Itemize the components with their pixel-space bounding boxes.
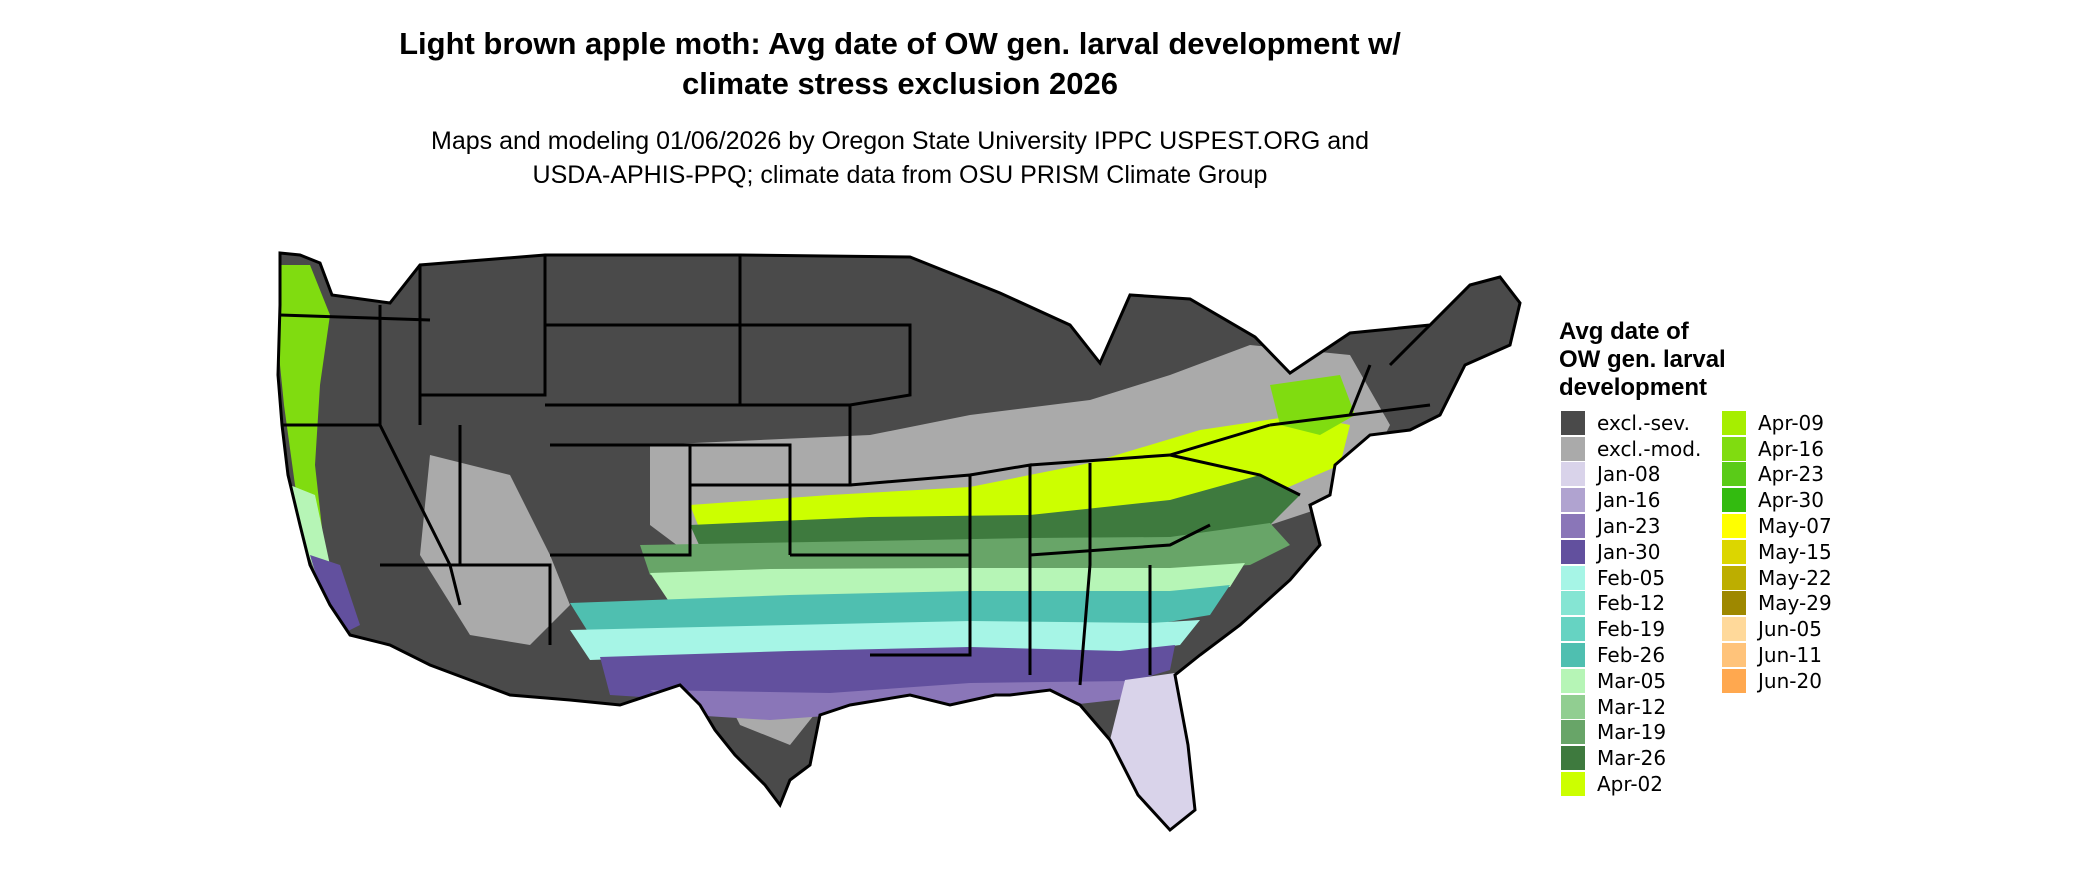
legend-label: Apr-23 <box>1758 462 1824 487</box>
legend-item: Jun-05 <box>1722 616 1832 642</box>
zone-apr-dark <box>1270 375 1355 435</box>
legend-swatch <box>1561 668 1585 693</box>
map-subtitle-line-1: Maps and modeling 01/06/2026 by Oregon S… <box>431 127 1369 155</box>
legend-label: Feb-19 <box>1597 617 1666 642</box>
legend-title-line-3: development <box>1559 374 1708 401</box>
legend-swatch <box>1561 694 1585 719</box>
legend-label: Apr-09 <box>1758 410 1824 435</box>
legend-swatch <box>1722 436 1746 461</box>
legend-title-line-2: OW gen. larval <box>1559 346 1726 373</box>
legend-swatch <box>1561 488 1585 513</box>
legend-swatch <box>1722 617 1746 642</box>
legend-item: excl.-sev. <box>1561 410 1701 436</box>
legend-item: Feb-12 <box>1561 591 1701 617</box>
legend-item: excl.-mod. <box>1561 436 1701 462</box>
legend-swatch <box>1561 565 1585 590</box>
legend-item: Apr-09 <box>1722 410 1832 436</box>
legend-swatch <box>1561 410 1585 435</box>
zone-coast-apr <box>278 265 330 555</box>
legend-swatch <box>1561 591 1585 616</box>
legend-swatch <box>1722 643 1746 668</box>
legend-label: Apr-30 <box>1758 488 1824 513</box>
legend-item: Apr-02 <box>1561 771 1701 797</box>
legend-label: Jan-08 <box>1597 462 1661 487</box>
zone-mar-19 <box>640 523 1290 575</box>
legend-swatch <box>1561 539 1585 564</box>
legend-swatch <box>1722 488 1746 513</box>
legend-item: Mar-26 <box>1561 745 1701 771</box>
zone-coast-jan <box>310 555 360 635</box>
legend-label: excl.-sev. <box>1597 410 1690 435</box>
legend-swatch <box>1722 565 1746 590</box>
legend-label: Jun-05 <box>1758 617 1822 642</box>
legend-label: excl.-mod. <box>1597 436 1702 461</box>
legend-label: Jan-30 <box>1597 539 1661 564</box>
legend-swatch <box>1561 772 1585 797</box>
legend-swatch <box>1722 539 1746 564</box>
legend-label: Feb-05 <box>1597 565 1666 590</box>
legend-swatch <box>1561 720 1585 745</box>
legend-item: May-29 <box>1722 591 1832 617</box>
legend-item: Apr-16 <box>1722 436 1832 462</box>
map-title: Light brown apple moth: Avg date of OW g… <box>250 24 1550 104</box>
zone-jan-08 <box>1110 673 1195 830</box>
legend-label: Jun-11 <box>1758 643 1822 668</box>
legend-item: Mar-19 <box>1561 720 1701 746</box>
legend-swatch <box>1561 514 1585 539</box>
legend-label: May-15 <box>1758 539 1832 564</box>
legend-label: Feb-26 <box>1597 643 1666 668</box>
legend-item: May-07 <box>1722 513 1832 539</box>
legend-item: Apr-23 <box>1722 462 1832 488</box>
legend-label: Mar-19 <box>1597 720 1667 745</box>
legend-swatch <box>1561 643 1585 668</box>
legend-item: Jan-16 <box>1561 487 1701 513</box>
legend-swatch <box>1561 462 1585 487</box>
legend-item: Jan-30 <box>1561 539 1701 565</box>
zone-mar-26 <box>690 475 1300 547</box>
legend-item: Jun-11 <box>1722 642 1832 668</box>
legend-swatch <box>1722 462 1746 487</box>
legend-item: Mar-12 <box>1561 694 1701 720</box>
legend-swatch <box>1722 514 1746 539</box>
legend-item: Jun-20 <box>1722 668 1832 694</box>
legend-title: Avg date of OW gen. larval development <box>1559 318 1726 402</box>
legend-label: May-29 <box>1758 591 1832 616</box>
legend-label: Mar-12 <box>1597 694 1667 719</box>
map-subtitle-line-2: USDA-APHIS-PPQ; climate data from OSU PR… <box>532 161 1268 189</box>
map-title-line-1: Light brown apple moth: Avg date of OW g… <box>399 26 1401 61</box>
legend-item: Feb-26 <box>1561 642 1701 668</box>
legend-item: May-15 <box>1722 539 1832 565</box>
map-subtitle: Maps and modeling 01/06/2026 by Oregon S… <box>250 124 1550 192</box>
legend-label: Jun-20 <box>1758 668 1822 693</box>
legend-item: Apr-30 <box>1722 487 1832 513</box>
legend-item: Mar-05 <box>1561 668 1701 694</box>
legend-label: Jan-16 <box>1597 488 1661 513</box>
legend-item: Feb-05 <box>1561 565 1701 591</box>
legend-item: Feb-19 <box>1561 616 1701 642</box>
legend-swatch <box>1722 591 1746 616</box>
legend-label: Mar-26 <box>1597 746 1667 771</box>
legend-swatch <box>1561 436 1585 461</box>
legend-item: Jan-23 <box>1561 513 1701 539</box>
legend-label: Apr-16 <box>1758 436 1824 461</box>
legend-swatch <box>1722 668 1746 693</box>
legend-label: Feb-12 <box>1597 591 1666 616</box>
legend-label: May-22 <box>1758 565 1832 590</box>
legend-label: Apr-02 <box>1597 772 1663 797</box>
map-title-line-2: climate stress exclusion 2026 <box>682 66 1118 101</box>
legend-label: Mar-05 <box>1597 668 1667 693</box>
legend-swatch <box>1561 746 1585 771</box>
state-borders <box>276 251 1522 833</box>
legend-item: Jan-08 <box>1561 462 1701 488</box>
legend-swatch <box>1561 617 1585 642</box>
legend-label: May-07 <box>1758 514 1832 539</box>
legend-column-1: excl.-sev. excl.-mod. Jan-08 Jan-16 Jan-23 Ja… <box>1561 410 1701 797</box>
us-map <box>276 251 1522 833</box>
legend-label: Jan-23 <box>1597 514 1661 539</box>
legend-swatch <box>1722 410 1746 435</box>
legend-column-2: Apr-09 Apr-16 Apr-23 Apr-30 May-07 May-15 May-… <box>1722 410 1832 694</box>
legend-title-line-1: Avg date of <box>1559 318 1689 345</box>
legend-item: May-22 <box>1722 565 1832 591</box>
